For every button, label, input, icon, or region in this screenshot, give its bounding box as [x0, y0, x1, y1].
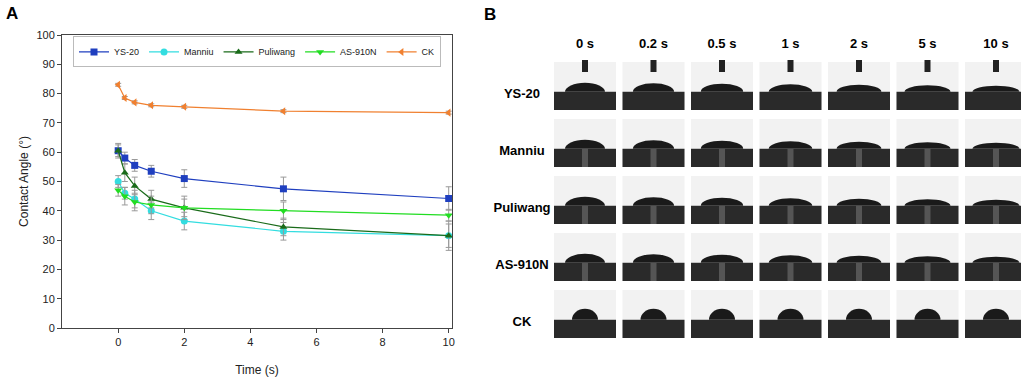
svg-text:50: 50	[43, 175, 55, 187]
svg-text:40: 40	[43, 205, 55, 217]
svg-text:AS-910N: AS-910N	[495, 257, 548, 272]
svg-text:YS-20: YS-20	[504, 86, 540, 101]
svg-text:8: 8	[380, 336, 386, 348]
svg-text:0: 0	[115, 336, 121, 348]
svg-text:10 s: 10 s	[983, 36, 1008, 51]
svg-text:10: 10	[43, 293, 55, 305]
svg-text:YS-20: YS-20	[114, 47, 139, 57]
svg-text:0.2 s: 0.2 s	[639, 36, 668, 51]
svg-text:6: 6	[313, 336, 319, 348]
svg-text:Puliwang: Puliwang	[259, 47, 296, 57]
svg-text:Manniu: Manniu	[184, 47, 214, 57]
svg-text:Time (s): Time (s)	[235, 363, 279, 377]
svg-text:2: 2	[181, 336, 187, 348]
svg-text:0 s: 0 s	[576, 36, 594, 51]
svg-text:1 s: 1 s	[781, 36, 799, 51]
svg-text:90: 90	[43, 58, 55, 70]
svg-text:60: 60	[43, 146, 55, 158]
svg-text:B: B	[484, 5, 496, 24]
svg-text:Manniu: Manniu	[499, 143, 545, 158]
svg-text:20: 20	[43, 263, 55, 275]
svg-text:AS-910N: AS-910N	[340, 47, 377, 57]
svg-text:CK: CK	[422, 47, 435, 57]
svg-text:0: 0	[49, 322, 55, 334]
svg-text:2 s: 2 s	[850, 36, 868, 51]
svg-text:10: 10	[443, 336, 455, 348]
svg-text:30: 30	[43, 234, 55, 246]
svg-text:5 s: 5 s	[918, 36, 936, 51]
svg-text:4: 4	[247, 336, 253, 348]
svg-text:Contact Angle (°): Contact Angle (°)	[17, 136, 31, 227]
svg-text:70: 70	[43, 117, 55, 129]
svg-text:0.5 s: 0.5 s	[708, 36, 737, 51]
svg-text:Puliwang: Puliwang	[493, 200, 550, 215]
html-text:A: A	[6, 4, 19, 23]
svg-text:CK: CK	[513, 314, 532, 329]
svg-text:100: 100	[36, 29, 54, 41]
svg-text:80: 80	[43, 87, 55, 99]
